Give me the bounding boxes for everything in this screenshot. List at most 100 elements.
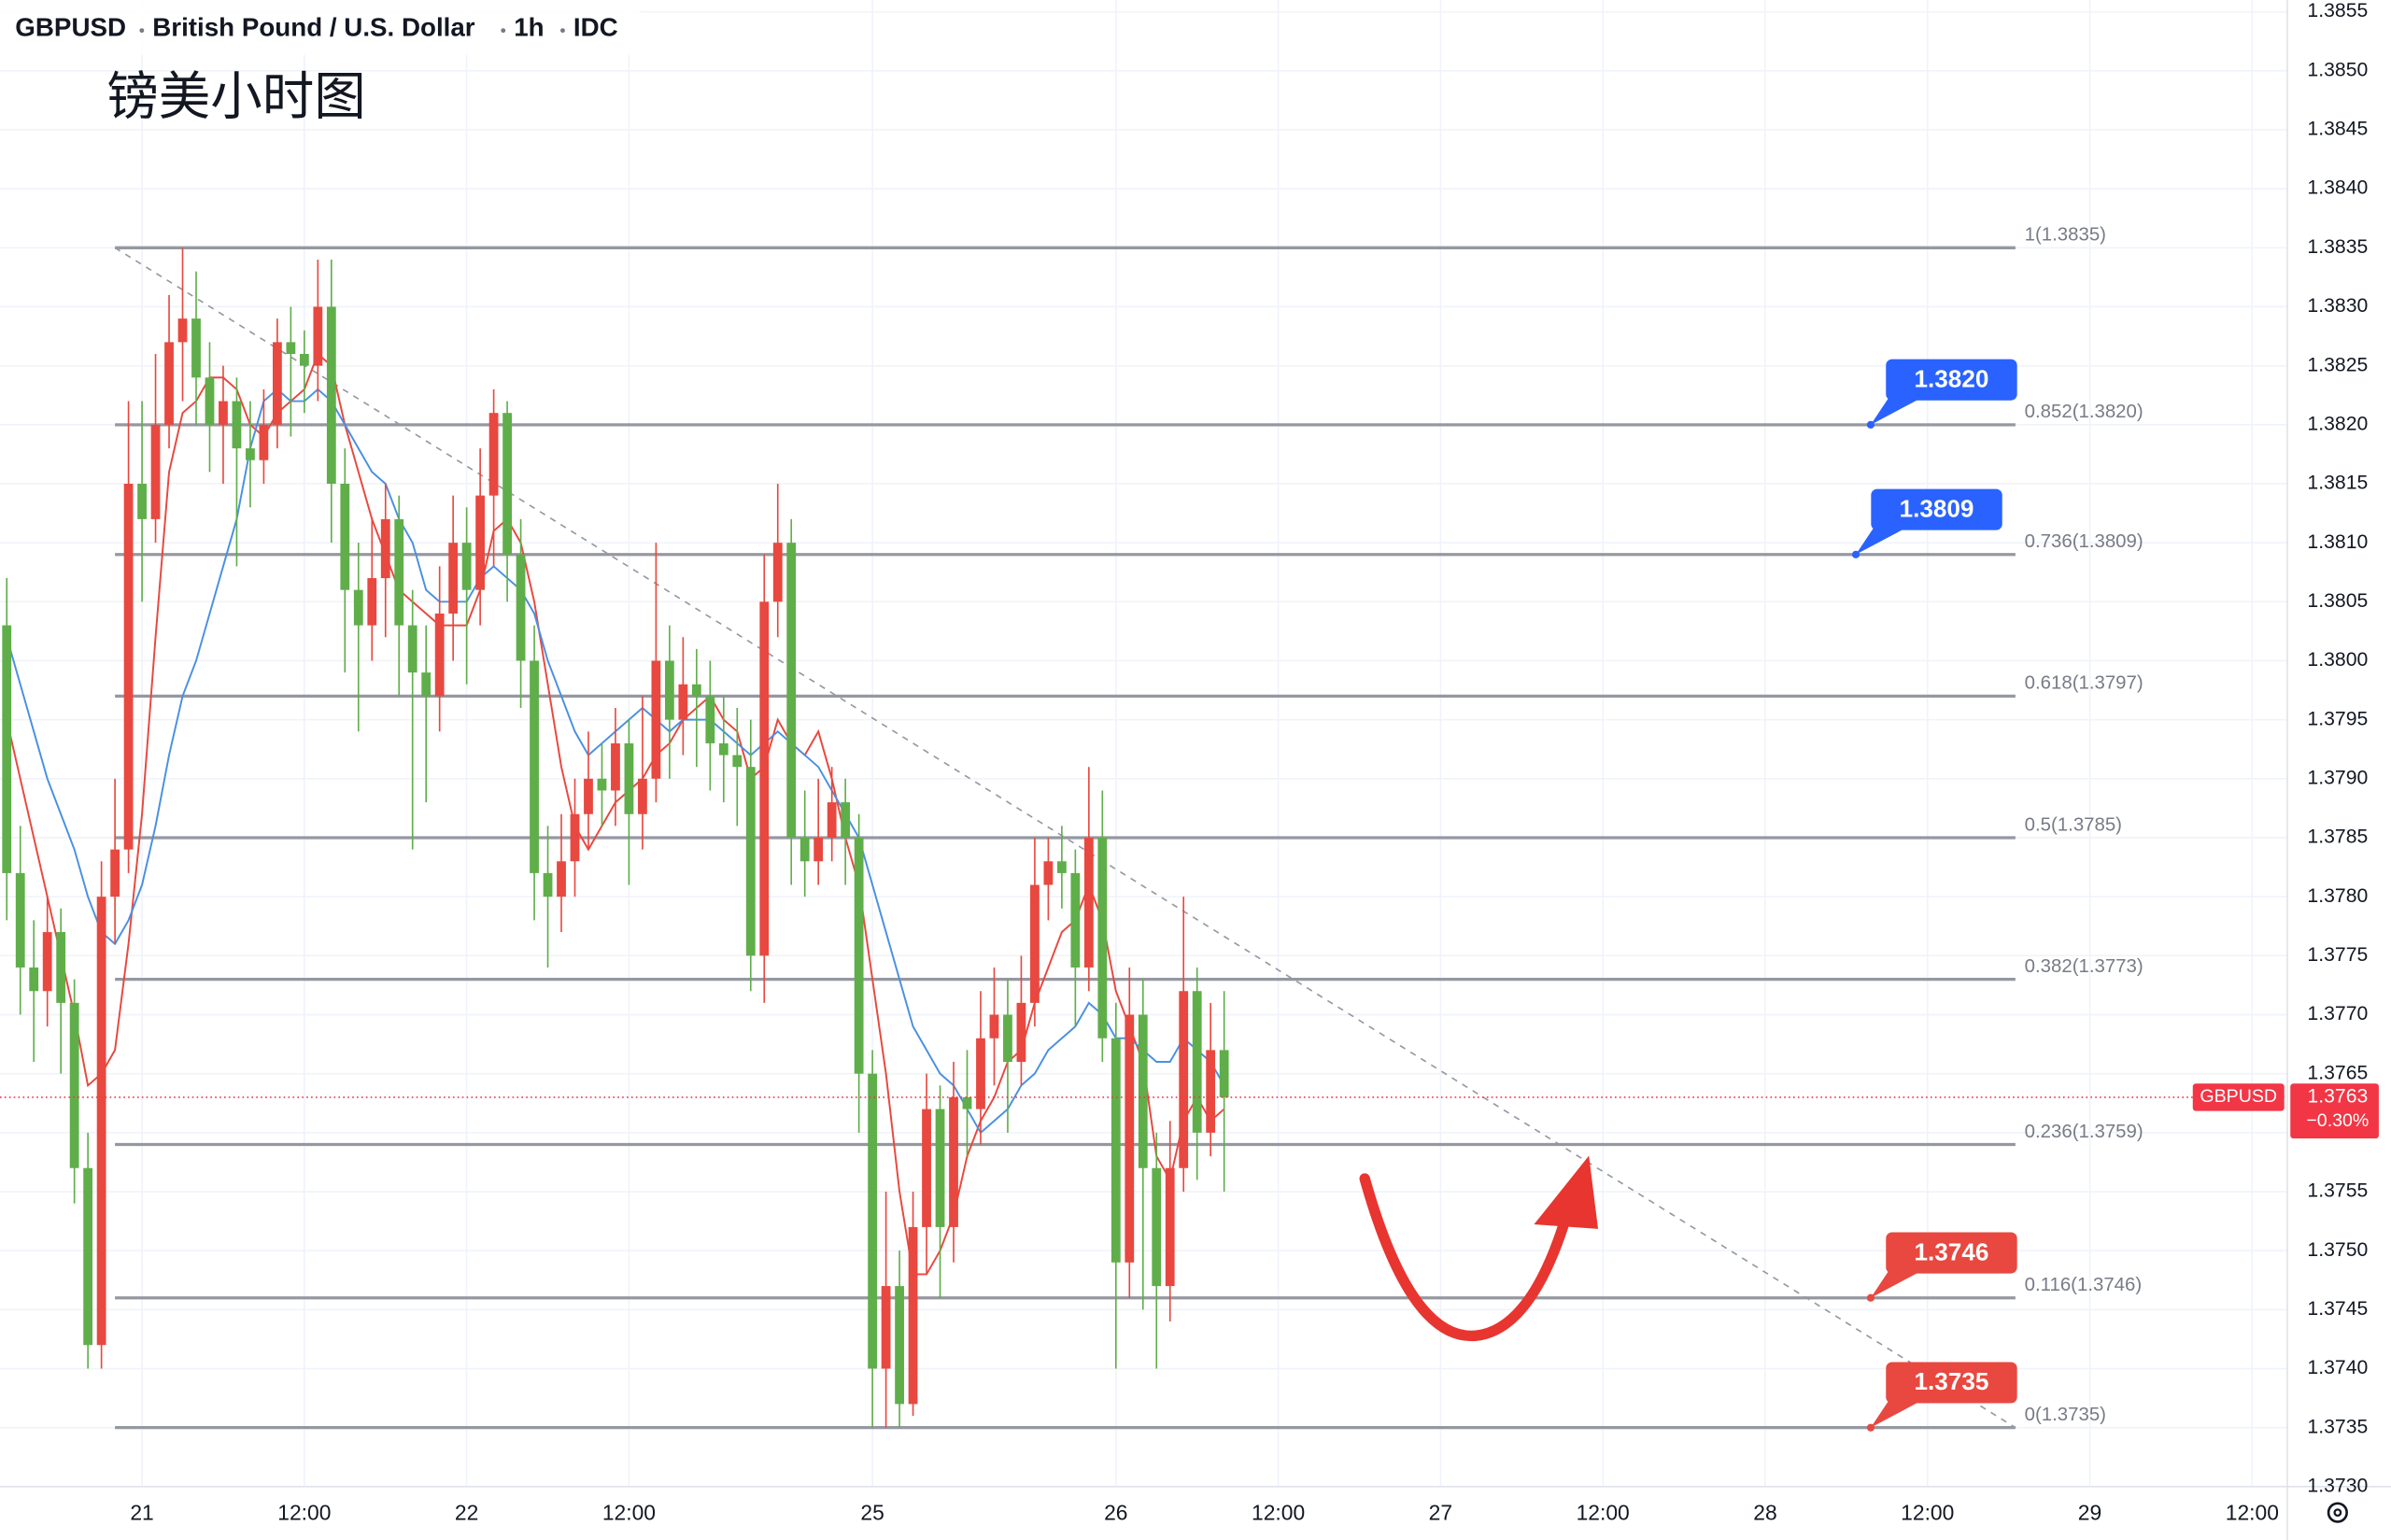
candle-body [732, 755, 743, 768]
candle-body [42, 932, 52, 992]
y-tick-label: 1.3815 [2307, 473, 2368, 494]
y-tick-label: 1.3755 [2307, 1180, 2368, 1202]
y-tick-label: 1.3845 [2307, 119, 2368, 140]
candle-body [597, 778, 607, 791]
fib-label: 0.382(1.3773) [2025, 956, 2143, 977]
fib-retracement: 1(1.3835) 0.852(1.3820) 0.736(1.3809) 0.618… [114, 225, 2143, 1430]
candle-body [367, 578, 377, 626]
annotation: 镑美小时图 [106, 67, 366, 125]
y-tick-label: 1.3740 [2307, 1357, 2368, 1378]
candle-body [1165, 1167, 1175, 1287]
candle-body [421, 672, 432, 697]
candle-body [745, 767, 756, 956]
candle-body [557, 861, 566, 897]
price-tag-value: 1.3763 [2307, 1086, 2368, 1108]
candle-body [908, 1226, 918, 1405]
candle-body [246, 448, 255, 460]
y-tick-label: 1.3730 [2307, 1475, 2368, 1496]
y-tick-label: 1.3850 [2307, 59, 2368, 80]
candle-body [137, 483, 147, 519]
candle-body [935, 1109, 945, 1227]
instrument-name: British Pound / U.S. Dollar [152, 12, 475, 41]
gear-center[interactable] [2333, 1508, 2342, 1518]
candle-body [868, 1073, 878, 1369]
callout-box [1886, 359, 2017, 401]
y-tick-label: 1.3825 [2307, 354, 2368, 375]
candle-body [286, 342, 296, 355]
candle-body [259, 424, 269, 460]
symbol: GBPUSD [15, 12, 126, 41]
candle-body [29, 967, 39, 992]
candle-body [759, 601, 770, 956]
gear[interactable] [2327, 1502, 2348, 1523]
candle-body [326, 306, 336, 484]
x-tick-label: 12:00 [277, 1500, 331, 1524]
callout-pointer [1870, 392, 1920, 425]
candle-body [394, 518, 404, 626]
y-tick-label: 1.3770 [2307, 1003, 2368, 1024]
y-tick-label: 1.3780 [2307, 885, 2368, 907]
candle-body [691, 684, 701, 697]
x-tick-label: 12:00 [1901, 1500, 1954, 1524]
candle-body [299, 354, 309, 366]
candle-body [232, 401, 242, 449]
fib-label: 0.236(1.3759) [2025, 1122, 2143, 1142]
candle-body [949, 1096, 958, 1227]
candle-body [56, 932, 66, 1003]
candle-body [772, 543, 783, 602]
arrow-curve [1359, 1173, 1574, 1342]
fib-label: 0.736(1.3809) [2025, 531, 2143, 552]
candle-body [205, 377, 215, 425]
candle-body [1219, 1050, 1229, 1097]
source: IDC [573, 12, 618, 41]
callout-anchor [1866, 420, 1875, 429]
candle-body [786, 543, 797, 838]
candle-body [1125, 1014, 1135, 1263]
candle-body [502, 413, 512, 555]
candle-body [177, 318, 188, 343]
x-tick-label: 25 [860, 1500, 884, 1524]
candle-body [2, 625, 12, 873]
candle-body [989, 1014, 999, 1038]
axes: 1.3855 1.3850 1.3845 1.3840 1.3835 1.3830 1.38… [130, 0, 2379, 1524]
separator [139, 28, 145, 34]
callout-anchor [1866, 1293, 1875, 1302]
candle-body [530, 660, 539, 873]
x-tick-label: 21 [130, 1500, 153, 1524]
candle-body [1152, 1167, 1162, 1287]
candle-body [881, 1286, 891, 1369]
y-tick-label: 1.3805 [2307, 590, 2368, 612]
y-tick-label: 1.3800 [2307, 649, 2368, 671]
candle-body [611, 742, 620, 791]
candle-body [516, 554, 526, 661]
y-tick-label: 1.3810 [2307, 531, 2368, 553]
fib-label: 0.5(1.3785) [2025, 814, 2122, 835]
candle-body [219, 401, 228, 425]
arrow-head [1534, 1155, 1599, 1229]
separator [501, 28, 506, 34]
callout-pointer [1870, 1395, 1920, 1428]
candle-body [340, 483, 350, 590]
candle-body [110, 849, 120, 897]
candle-body [976, 1038, 985, 1109]
candle-body [1056, 861, 1067, 873]
fib-label: 1(1.3835) [2025, 225, 2106, 246]
candle-body [407, 625, 417, 673]
y-tick-label: 1.3735 [2307, 1416, 2368, 1437]
candle-body [651, 660, 661, 779]
x-tick-label: 12:00 [602, 1500, 656, 1524]
candle-body [814, 837, 824, 862]
candle-body [461, 543, 472, 590]
separator [560, 28, 565, 34]
candle-body [475, 495, 486, 590]
candle-body [69, 1002, 79, 1168]
candle-body [895, 1286, 904, 1405]
candle-body [718, 742, 729, 756]
candle-body [624, 742, 634, 814]
candle-body [1070, 872, 1081, 968]
y-tick-label: 1.3855 [2307, 0, 2368, 21]
callout-label: 1.3820 [1915, 364, 1989, 392]
settings-icon[interactable] [2327, 1502, 2348, 1523]
candle-body [854, 837, 864, 1074]
y-tick-label: 1.3840 [2307, 177, 2368, 199]
